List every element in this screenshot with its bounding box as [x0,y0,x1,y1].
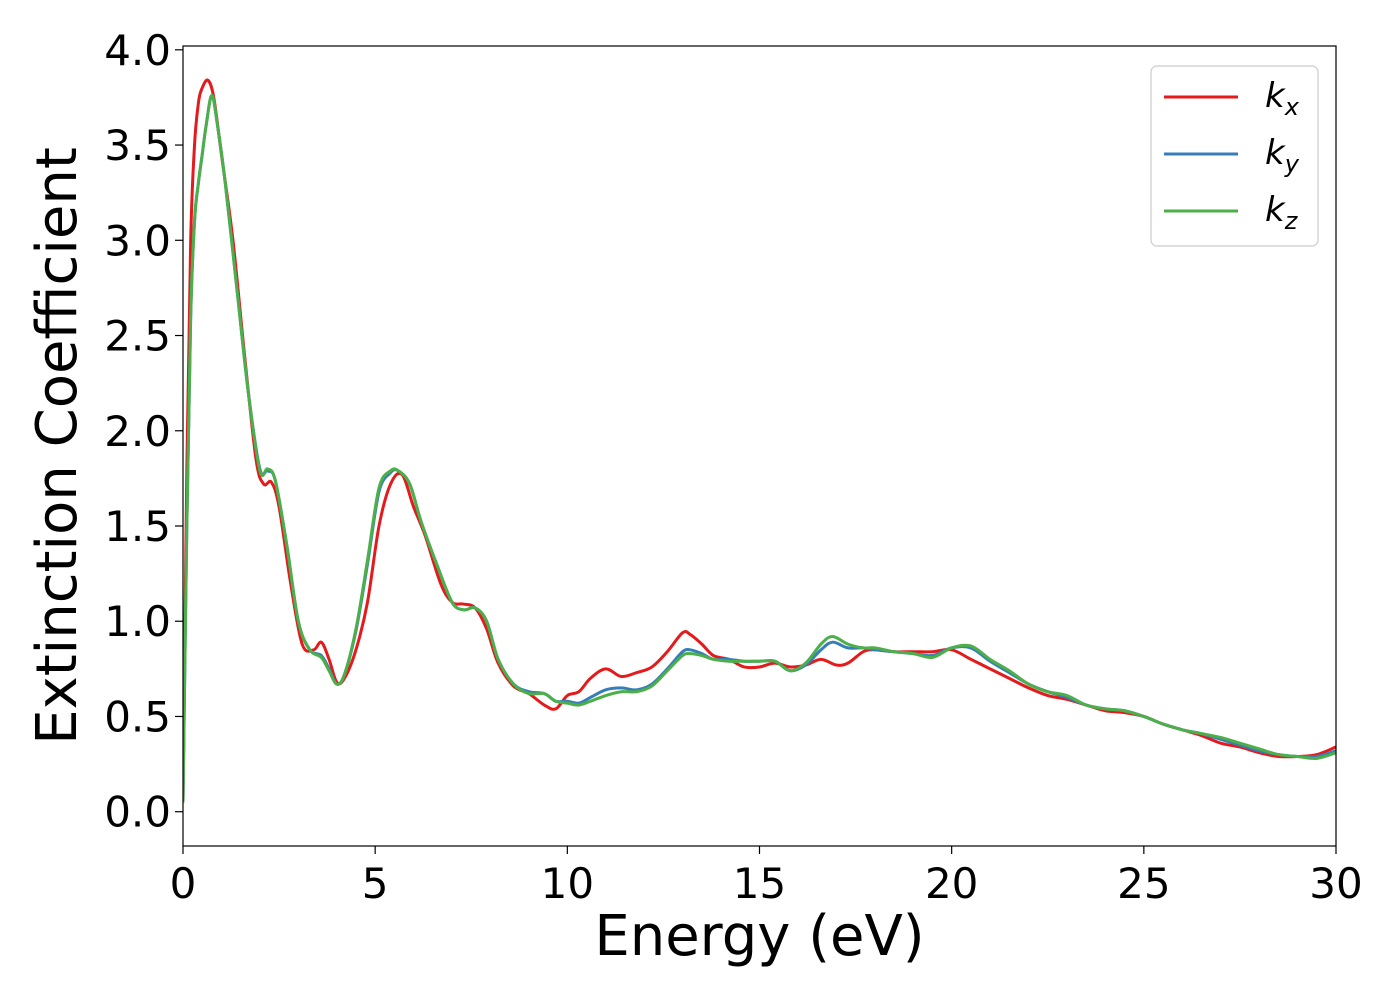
y-tick-label: 1.0 [104,597,171,646]
x-tick-label: 0 [170,859,197,908]
y-tick-label: 1.5 [104,502,171,551]
legend-label-kz: kz [1265,190,1299,235]
x-tick-label: 25 [1117,859,1170,908]
x-tick-label: 30 [1309,859,1362,908]
y-tick-label: 0.5 [104,692,171,741]
y-axis-title: Extinction Coefficient [25,147,90,745]
x-tick-label: 15 [733,859,786,908]
series-line-kz [183,94,1336,803]
x-tick-label: 10 [541,859,594,908]
y-tick-label: 3.5 [104,121,171,170]
y-tick-label: 0.0 [104,788,171,837]
legend-label-ky: ky [1265,133,1300,178]
x-axis: 0 5 10 15 20 25 30 [170,846,1363,908]
y-tick-label: 2.0 [104,407,171,456]
y-tick-label: 2.5 [104,312,171,361]
legend-box [1150,65,1319,247]
y-tick-label: 4.0 [104,26,171,75]
legend-label-kx: kx [1265,76,1300,121]
x-axis-title: Energy (eV) [594,904,924,969]
x-tick-label: 20 [925,859,978,908]
series-layer [183,78,1336,803]
y-tick-label: 3.0 [104,216,171,265]
series-line-kx [183,78,1336,803]
legend: kx ky kz [1150,65,1319,247]
x-tick-label: 5 [362,859,389,908]
y-axis: 0.0 0.5 1.0 1.5 2.0 2.5 3.0 3.5 4.0 [104,26,183,837]
